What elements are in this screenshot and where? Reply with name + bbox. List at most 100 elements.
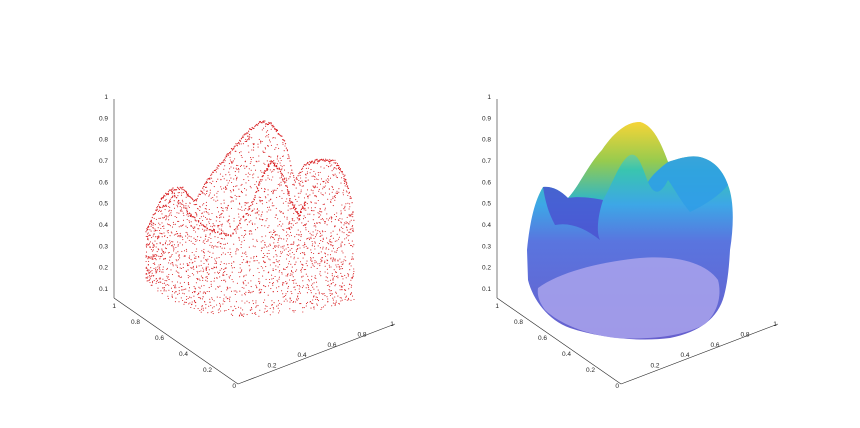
cloud-point xyxy=(297,234,299,236)
cloud-point xyxy=(321,307,323,309)
cloud-point xyxy=(204,301,206,303)
cloud-point xyxy=(351,213,353,215)
cloud-point xyxy=(221,225,223,227)
cloud-point xyxy=(336,193,338,195)
cloud-point xyxy=(330,216,332,218)
cloud-point xyxy=(331,191,333,193)
cloud-point xyxy=(212,223,214,225)
cloud-point xyxy=(293,212,295,214)
cloud-point xyxy=(341,241,343,243)
cloud-point xyxy=(329,158,331,160)
cloud-point xyxy=(289,301,291,303)
cloud-point xyxy=(242,143,244,145)
cloud-point xyxy=(276,305,278,307)
cloud-point xyxy=(314,160,316,162)
cloud-point xyxy=(324,222,326,224)
cloud-point xyxy=(250,169,252,171)
cloud-point xyxy=(343,208,345,210)
cloud-point xyxy=(313,237,315,239)
cloud-point xyxy=(293,179,296,181)
cloud-point xyxy=(315,261,317,263)
cloud-point xyxy=(225,155,227,157)
cloud-point xyxy=(341,177,343,179)
cloud-point xyxy=(314,159,316,161)
cloud-point xyxy=(264,190,266,192)
cloud-point xyxy=(313,295,315,297)
cloud-point xyxy=(336,248,339,250)
cloud-point xyxy=(279,162,281,164)
cloud-point xyxy=(280,135,282,137)
cloud-point xyxy=(177,235,179,237)
cloud-point xyxy=(251,233,253,235)
cloud-point xyxy=(191,197,193,199)
cloud-point xyxy=(181,250,183,252)
cloud-point xyxy=(254,125,256,127)
cloud-point xyxy=(175,189,177,191)
cloud-point xyxy=(222,303,224,305)
cloud-point xyxy=(244,188,246,190)
cloud-point xyxy=(229,189,231,192)
cloud-point xyxy=(288,260,290,262)
cloud-point xyxy=(157,205,159,208)
cloud-point xyxy=(322,188,324,190)
cloud-point xyxy=(185,270,187,272)
right-x-tick: 1 xyxy=(773,321,777,328)
cloud-point xyxy=(315,195,317,197)
cloud-point xyxy=(255,256,258,258)
cloud-point xyxy=(147,276,149,278)
cloud-point xyxy=(187,237,189,239)
cloud-point xyxy=(343,259,345,261)
cloud-point xyxy=(305,305,307,307)
cloud-point xyxy=(225,296,227,298)
cloud-point xyxy=(272,232,274,234)
cloud-point xyxy=(343,177,345,179)
cloud-point xyxy=(333,175,335,177)
cloud-point xyxy=(264,308,266,310)
cloud-point xyxy=(339,169,341,171)
cloud-point xyxy=(283,229,285,231)
cloud-point xyxy=(298,182,300,184)
cloud-point xyxy=(261,203,263,205)
cloud-point xyxy=(199,279,201,281)
cloud-point xyxy=(153,233,155,236)
cloud-point xyxy=(239,263,241,266)
cloud-point xyxy=(220,224,222,226)
cloud-point xyxy=(233,190,235,192)
cloud-point xyxy=(152,254,154,256)
cloud-point xyxy=(160,206,162,208)
cloud-point xyxy=(255,217,257,219)
cloud-point xyxy=(317,179,319,181)
cloud-point xyxy=(185,205,187,207)
cloud-point xyxy=(313,170,315,172)
cloud-point xyxy=(283,192,285,195)
cloud-point xyxy=(267,194,269,196)
cloud-point xyxy=(261,171,263,173)
cloud-point xyxy=(199,222,202,225)
cloud-point xyxy=(229,287,231,289)
cloud-point xyxy=(301,287,303,289)
cloud-point xyxy=(156,207,158,209)
cloud-point xyxy=(186,218,188,221)
cloud-point xyxy=(178,203,180,205)
cloud-point xyxy=(162,244,164,246)
cloud-point xyxy=(147,264,149,266)
cloud-point xyxy=(309,172,311,174)
cloud-point xyxy=(175,264,177,266)
cloud-point xyxy=(205,235,207,237)
cloud-point xyxy=(314,187,316,189)
cloud-point xyxy=(264,225,266,227)
cloud-point xyxy=(349,215,351,217)
cloud-point xyxy=(339,289,341,291)
cloud-point xyxy=(196,214,198,216)
cloud-point xyxy=(266,123,268,125)
cloud-point xyxy=(332,237,334,239)
left-y-ticks: 00.20.40.60.81 xyxy=(112,303,236,390)
cloud-point xyxy=(201,306,203,308)
cloud-point xyxy=(289,222,291,225)
cloud-point xyxy=(326,218,328,220)
cloud-point xyxy=(159,269,161,271)
cloud-point xyxy=(257,146,259,148)
cloud-point xyxy=(245,274,247,276)
cloud-point xyxy=(235,228,237,230)
cloud-point xyxy=(297,192,299,194)
